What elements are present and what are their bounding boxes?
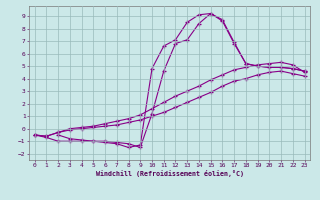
X-axis label: Windchill (Refroidissement éolien,°C): Windchill (Refroidissement éolien,°C) — [96, 170, 244, 177]
